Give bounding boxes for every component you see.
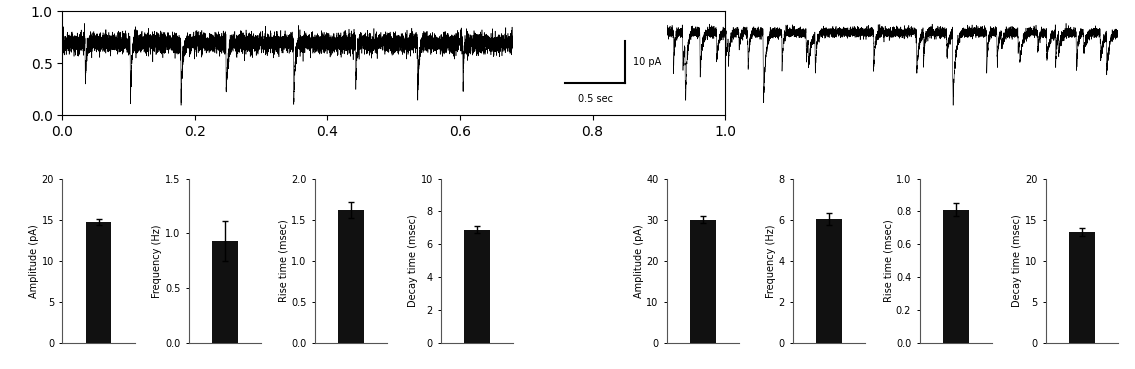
Y-axis label: Frequency (Hz): Frequency (Hz) xyxy=(152,224,162,298)
Y-axis label: Decay time (msec): Decay time (msec) xyxy=(407,214,418,307)
Text: 0.5 sec: 0.5 sec xyxy=(578,94,613,104)
Bar xyxy=(464,230,490,343)
Bar xyxy=(212,241,237,343)
Bar xyxy=(816,219,842,343)
Bar xyxy=(338,210,364,343)
Y-axis label: Frequency (Hz): Frequency (Hz) xyxy=(766,224,776,298)
Y-axis label: Decay time (msec): Decay time (msec) xyxy=(1012,214,1023,307)
Y-axis label: Rise time (msec): Rise time (msec) xyxy=(883,220,893,302)
Text: 10 pA: 10 pA xyxy=(633,57,662,67)
Y-axis label: Amplitude (pA): Amplitude (pA) xyxy=(28,224,39,298)
Bar xyxy=(943,210,968,343)
Y-axis label: Amplitude (pA): Amplitude (pA) xyxy=(633,224,644,298)
Bar xyxy=(1069,232,1095,343)
Bar xyxy=(85,222,111,343)
Bar xyxy=(690,220,716,343)
Y-axis label: Rise time (msec): Rise time (msec) xyxy=(278,220,288,302)
